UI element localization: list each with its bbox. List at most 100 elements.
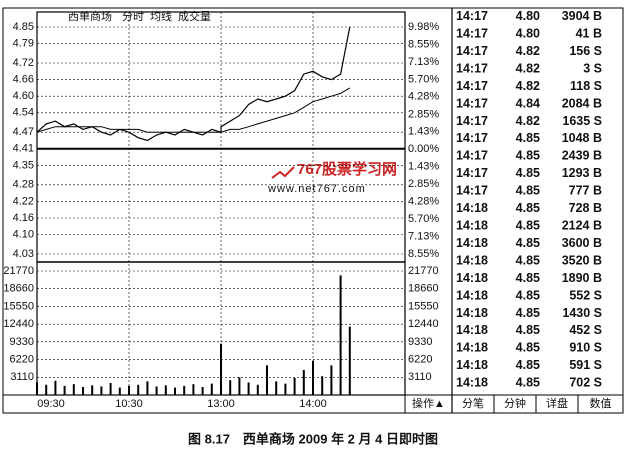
volume-bar <box>238 377 241 395</box>
volume-bar <box>54 380 57 395</box>
volume-bar <box>91 385 94 395</box>
trade-price: 4.85 <box>516 218 540 232</box>
volume-bar <box>339 275 342 395</box>
volume-bar <box>36 382 38 395</box>
tab[interactable]: 分钟 <box>504 396 526 410</box>
trade-time: 14:17 <box>456 166 488 180</box>
price-line <box>36 26 351 142</box>
trade-time: 14:18 <box>456 288 488 302</box>
x-tick-label: 13:00 <box>207 398 235 410</box>
legend-label: 分时 <box>122 10 144 23</box>
trade-price: 4.85 <box>516 201 540 215</box>
y2-tick-label: 2.85% <box>408 178 439 190</box>
y2-tick-label: 4.28% <box>408 91 439 103</box>
y2-tick-label: 2.85% <box>408 108 439 120</box>
trade-time: 14:17 <box>456 26 488 40</box>
outer-frame <box>2 7 624 414</box>
trade-price: 4.85 <box>516 376 540 390</box>
trade-price: 4.85 <box>516 149 540 163</box>
x-tick-label: 14:00 <box>299 398 327 410</box>
trade-volume: 702 S <box>569 376 602 390</box>
trade-time: 14:18 <box>456 376 488 390</box>
volume-bar <box>63 385 66 395</box>
trade-time: 14:18 <box>456 271 488 285</box>
y-tick-label: 4.16 <box>13 212 34 224</box>
y2-tick-label: 5.70% <box>408 73 439 85</box>
volume-tick-label: 15550 <box>408 300 439 312</box>
trade-volume: 910 S <box>569 341 602 355</box>
average-line <box>36 87 351 133</box>
trade-price: 4.84 <box>516 96 540 110</box>
trade-volume: 156 S <box>569 44 602 58</box>
volume-bar <box>247 382 250 395</box>
y2-tick-label: 1.43% <box>408 126 439 138</box>
y-tick-label: 4.41 <box>13 143 34 155</box>
volume-bar <box>146 381 149 395</box>
y2-tick-label: 0.00% <box>408 143 439 155</box>
trade-price: 4.85 <box>516 358 540 372</box>
volume-bar <box>192 384 195 395</box>
y2-tick-label: 1.43% <box>408 161 439 173</box>
trade-time: 14:18 <box>456 253 488 267</box>
y-tick-label: 4.10 <box>13 229 34 241</box>
volume-tick-label: 15550 <box>3 300 34 312</box>
trade-price: 4.85 <box>516 323 540 337</box>
y-tick-label: 4.79 <box>13 38 34 50</box>
volume-bar <box>100 386 103 395</box>
trade-volume: 3904 B <box>562 9 602 23</box>
trade-time: 14:18 <box>456 218 488 232</box>
y-tick-label: 4.03 <box>13 248 34 260</box>
trade-time: 14:17 <box>456 114 488 128</box>
trade-time: 14:18 <box>456 306 488 320</box>
volume-bar <box>137 384 140 395</box>
volume-tick-label: 9330 <box>408 336 432 348</box>
y-tick-label: 4.28 <box>13 179 34 191</box>
trade-volume: 1293 B <box>562 166 602 180</box>
trade-price: 4.80 <box>516 9 540 23</box>
y-tick-label: 4.85 <box>13 21 34 33</box>
volume-bar <box>302 369 305 395</box>
volume-bar <box>118 387 121 395</box>
watermark-icon <box>271 166 295 179</box>
trade-volume: 591 S <box>569 358 602 372</box>
trade-volume: 2084 B <box>562 96 602 110</box>
volume-bar <box>330 365 333 395</box>
trade-time: 14:17 <box>456 61 488 75</box>
y-tick-label: 4.54 <box>13 107 34 119</box>
volume-tick-label: 6220 <box>10 353 34 365</box>
volume-bar <box>45 384 48 395</box>
trade-price: 4.85 <box>516 236 540 250</box>
trade-volume: 2439 B <box>562 149 602 163</box>
y-tick-label: 4.35 <box>13 159 34 171</box>
trade-volume: 728 B <box>569 201 602 215</box>
volume-bar <box>183 385 186 395</box>
volume-tick-label: 18660 <box>3 283 34 295</box>
trade-price: 4.80 <box>516 26 540 40</box>
trade-time: 14:18 <box>456 341 488 355</box>
tab[interactable]: 分笔 <box>462 396 484 410</box>
trade-time: 14:17 <box>456 79 488 93</box>
trade-volume: 1635 S <box>562 114 602 128</box>
trade-volume: 552 S <box>569 288 602 302</box>
trade-volume: 41 B <box>576 26 602 40</box>
trade-price: 4.82 <box>516 79 540 93</box>
trade-price: 4.85 <box>516 271 540 285</box>
y-tick-label: 4.66 <box>13 74 34 86</box>
tab[interactable]: 操作▲ <box>412 396 445 410</box>
y2-tick-label: 9.98% <box>408 21 439 33</box>
y2-tick-label: 5.70% <box>408 213 439 225</box>
trade-price: 4.85 <box>516 253 540 267</box>
tab[interactable]: 数值 <box>590 397 612 410</box>
volume-tick-label: 3110 <box>10 371 34 383</box>
watermark-name: 767股票学习网 <box>297 160 397 178</box>
volume-bar <box>293 377 296 395</box>
chart-title: 西单商场 <box>68 9 112 23</box>
volume-tick-label: 18660 <box>408 283 439 295</box>
tab[interactable]: 详盘 <box>546 396 568 410</box>
trade-volume: 1890 B <box>562 271 602 285</box>
trade-time: 14:17 <box>456 9 488 23</box>
volume-bar <box>312 360 314 395</box>
volume-bar <box>348 326 351 395</box>
volume-tick-label: 6220 <box>408 353 432 365</box>
caption: 图 8.17 西单商场 2009 年 2 月 4 日即时图 <box>188 431 438 446</box>
